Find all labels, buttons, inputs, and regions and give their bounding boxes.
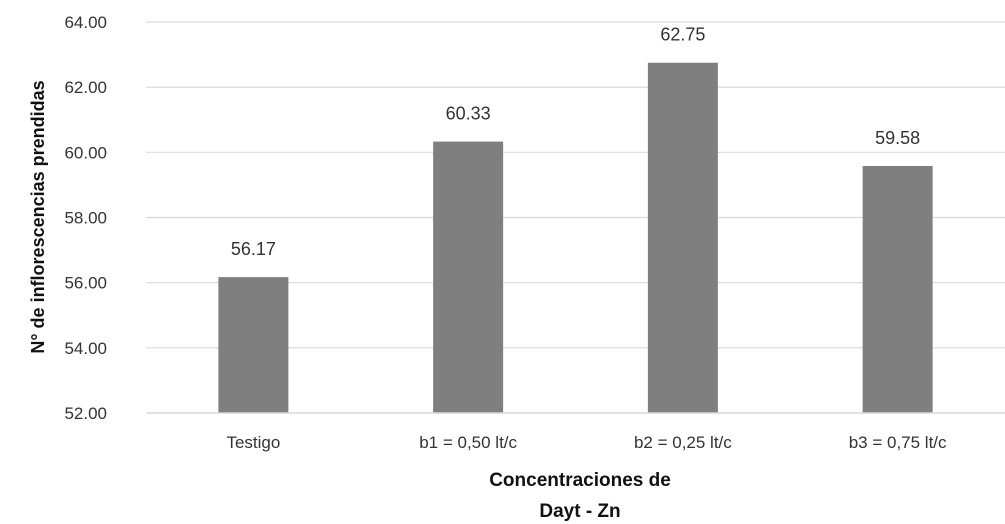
data-label: 56.17	[231, 239, 276, 259]
y-tick-label: 58.00	[64, 209, 107, 228]
bar	[218, 277, 289, 413]
x-tick-label: b3 = 0,75 lt/c	[849, 433, 947, 452]
bar	[433, 141, 504, 414]
y-axis-ticks: 52.00 54.00 56.00 58.00 60.00 62.00 64.00	[64, 13, 107, 423]
x-tick-label: Testigo	[226, 433, 280, 452]
x-tick-label: b2 = 0,25 lt/c	[634, 433, 732, 452]
data-labels: 56.17 60.33 62.75 59.58	[231, 25, 920, 259]
y-tick-label: 62.00	[64, 78, 107, 97]
y-axis-label: N° de inflorescencias prendidas	[28, 80, 48, 353]
y-tick-label: 60.00	[64, 143, 107, 162]
data-label: 59.58	[875, 128, 920, 148]
bars	[218, 62, 933, 414]
y-tick-label: 52.00	[64, 404, 107, 423]
x-axis-label-line-2: Dayt - Zn	[539, 501, 620, 522]
x-axis-categories: Testigo b1 = 0,50 lt/c b2 = 0,25 lt/c b3 = …	[226, 433, 947, 452]
x-tick-label: b1 = 0,50 lt/c	[419, 433, 517, 452]
y-tick-label: 54.00	[64, 339, 107, 358]
data-label: 60.33	[446, 104, 491, 124]
x-axis-label-line-1: Concentraciones de	[489, 470, 671, 491]
bar	[647, 62, 718, 414]
gridlines	[146, 21, 1005, 349]
data-label: 62.75	[660, 25, 705, 45]
y-tick-label: 56.00	[64, 274, 107, 293]
bar	[862, 166, 933, 413]
y-tick-label: 64.00	[64, 13, 107, 32]
